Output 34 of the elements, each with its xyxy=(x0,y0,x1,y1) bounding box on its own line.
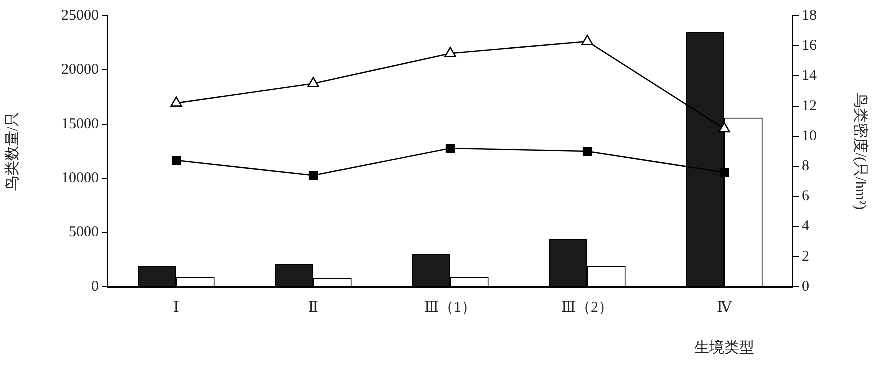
y-tick-label: 5000 xyxy=(69,224,99,241)
point xyxy=(582,146,592,156)
y-tick-label: 0 xyxy=(92,278,99,295)
y-tick-label: 25000 xyxy=(62,8,99,24)
y2-tick-label: 8 xyxy=(802,158,810,174)
y2-tick-label: 12 xyxy=(802,98,817,114)
y2-tick-label: 18 xyxy=(802,8,817,24)
x-tick-label: Ⅲ（2） xyxy=(562,300,614,316)
point xyxy=(582,34,594,46)
x-axis-title: 生境类型 xyxy=(694,339,754,356)
y-tick-label: 10000 xyxy=(62,170,99,187)
point xyxy=(172,156,182,166)
x-tick-label: Ⅳ xyxy=(717,300,733,316)
y2-tick-label: 4 xyxy=(802,218,810,235)
y2-tick-label: 16 xyxy=(802,38,818,54)
point xyxy=(170,96,182,107)
point xyxy=(720,168,730,178)
y-tick-label: 15000 xyxy=(62,116,99,132)
point xyxy=(308,171,318,180)
point xyxy=(446,144,456,154)
y2-tick-label: 10 xyxy=(802,128,817,144)
y2-tick-label: 6 xyxy=(802,188,810,205)
y2-tick-label: 2 xyxy=(802,248,810,265)
y-tick-label: 20000 xyxy=(62,62,99,78)
y2-axis-title: 鸟类密度/(只/hm²) xyxy=(852,93,870,210)
x-tick-label: Ⅲ（1） xyxy=(424,300,476,316)
y2-tick-label: 14 xyxy=(802,68,818,84)
point xyxy=(308,77,320,88)
y2-tick-label: 0 xyxy=(802,278,810,295)
point xyxy=(444,46,456,58)
x-tick-label: Ⅱ xyxy=(308,300,319,316)
point xyxy=(718,122,730,133)
x-tick-label: Ⅰ xyxy=(174,300,180,316)
y-axis-title: 鸟类数量/只 xyxy=(4,112,21,192)
